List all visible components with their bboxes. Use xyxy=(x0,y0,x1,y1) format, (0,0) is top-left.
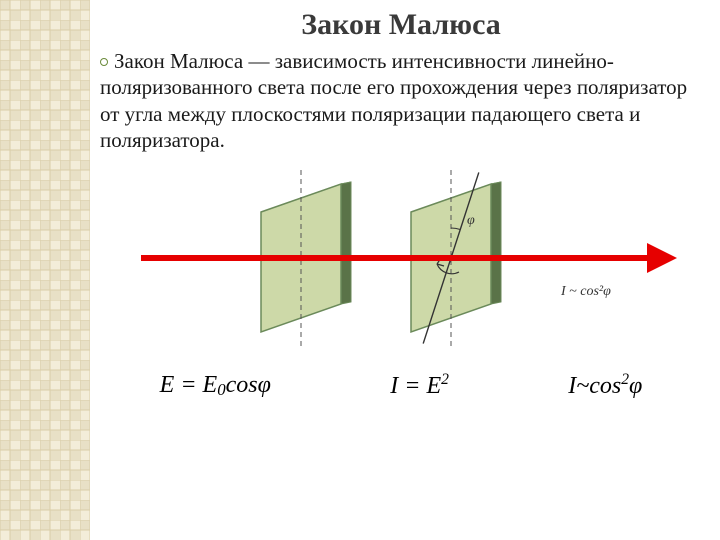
svg-text:φ: φ xyxy=(467,213,475,228)
formula-row: E = E0cosφ I = E2 I~cos2φ xyxy=(100,371,702,400)
description: Закон Малюса — зависимость интенсивности… xyxy=(100,48,702,153)
main-content: Закон Малюса Закон Малюса — зависимость … xyxy=(90,0,720,540)
formula-intensity-e2: I = E2 xyxy=(390,371,449,400)
formula-amplitude: E = E0cosφ xyxy=(160,372,271,400)
page-title: Закон Малюса xyxy=(100,8,702,42)
malus-diagram: φ I ~ cos²φ xyxy=(100,163,702,353)
bullet-icon xyxy=(100,58,108,66)
description-text: Закон Малюса — зависимость интенсивности… xyxy=(100,49,687,152)
sidebar-pattern xyxy=(0,0,90,540)
formula-intensity-cos2: I~cos2φ xyxy=(568,371,642,400)
svg-text:I ~ cos²φ: I ~ cos²φ xyxy=(560,284,611,299)
